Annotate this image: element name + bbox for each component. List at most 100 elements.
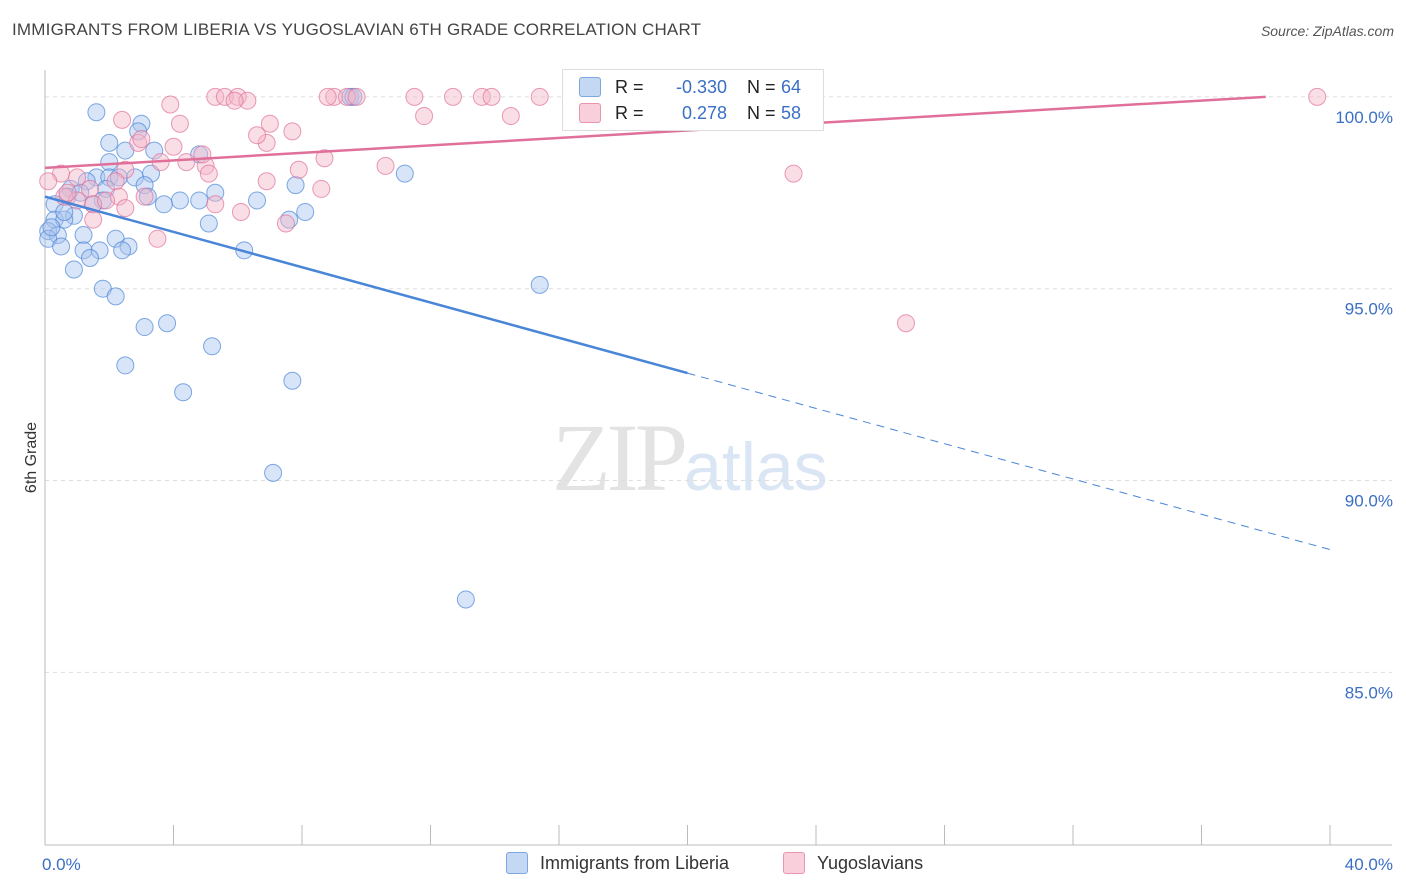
data-point <box>55 202 74 221</box>
data-point <box>100 133 119 152</box>
series-yugoslavians-points <box>39 87 1327 333</box>
x-tick-label: 40.0% <box>1345 855 1393 874</box>
data-point <box>443 87 462 106</box>
data-point <box>248 191 267 210</box>
data-point <box>289 160 308 179</box>
data-point <box>116 356 135 375</box>
watermark: ZIPatlas <box>552 402 828 513</box>
data-point <box>113 241 132 260</box>
y-axis-title: 6th Grade <box>23 422 40 493</box>
data-point <box>52 237 71 256</box>
data-point <box>170 114 189 133</box>
data-point <box>100 153 119 172</box>
data-point <box>164 137 183 156</box>
data-point <box>74 225 93 244</box>
data-point <box>264 463 283 482</box>
data-point <box>325 87 344 106</box>
axis-labels: 100.0% 95.0% 90.0% 85.0% 0.0% 40.0% 6th Grade <box>23 108 1393 874</box>
data-point <box>530 275 549 294</box>
data-point <box>225 91 244 110</box>
legend-item-yugoslavians[interactable]: Yugoslavians <box>783 852 923 874</box>
data-point <box>148 229 167 248</box>
data-point <box>87 103 106 122</box>
data-point <box>896 314 915 333</box>
data-point <box>231 202 250 221</box>
legend-n-value: 58 <box>781 102 802 123</box>
trend-line-dashed <box>687 372 1331 551</box>
data-point <box>206 87 225 106</box>
data-point <box>74 241 93 260</box>
y-tick-label: 85.0% <box>1345 683 1393 702</box>
data-point <box>248 126 267 145</box>
data-point <box>64 206 83 225</box>
data-point <box>257 133 276 152</box>
data-point <box>193 145 212 164</box>
legend-row-liberia: R = -0.330 N = 64 <box>579 75 801 99</box>
data-point <box>1308 87 1327 106</box>
data-point <box>312 179 331 198</box>
data-point <box>80 248 99 267</box>
legend-r-label: R = <box>615 102 644 123</box>
data-point <box>87 168 106 187</box>
data-point <box>482 87 501 106</box>
data-point <box>68 168 87 187</box>
watermark-zip: ZIP <box>552 404 688 511</box>
data-point <box>113 110 132 129</box>
data-point <box>283 122 302 141</box>
legend-swatch-yugoslavians <box>579 103 601 123</box>
trend-line-solid <box>44 195 688 375</box>
legend-item-liberia[interactable]: Immigrants from Liberia <box>506 852 729 874</box>
legend-n-value: 64 <box>781 76 802 97</box>
data-point <box>161 95 180 114</box>
data-point <box>174 383 193 402</box>
data-point <box>276 214 295 233</box>
data-point <box>90 241 109 260</box>
data-point <box>286 176 305 195</box>
data-point <box>135 187 154 206</box>
data-point <box>106 287 125 306</box>
legend-swatch-yugoslavians <box>783 852 805 874</box>
data-point <box>58 183 77 202</box>
data-point <box>257 172 276 191</box>
data-point <box>125 168 144 187</box>
correlation-legend: R = -0.330 N = 64 R = 0.278 N = 58 <box>562 69 824 131</box>
data-point <box>315 149 334 168</box>
data-point <box>206 195 225 214</box>
legend-label-liberia: Immigrants from Liberia <box>540 852 730 873</box>
legend-r-label: R = <box>615 76 644 97</box>
trend-line-solid <box>44 95 1266 170</box>
axes <box>44 70 1392 846</box>
trend-lines <box>44 95 1331 551</box>
x-tick-label: 0.0% <box>42 855 81 874</box>
grid-lines <box>45 96 1392 673</box>
legend-r-value: 0.278 <box>681 102 727 123</box>
data-point <box>501 107 520 126</box>
data-point <box>347 87 366 106</box>
legend-n-label: N = <box>747 76 776 97</box>
data-point <box>145 141 164 160</box>
y-tick-label: 90.0% <box>1345 492 1393 511</box>
watermark-atlas: atlas <box>684 429 828 505</box>
series-liberia-points <box>39 87 549 609</box>
data-point <box>203 337 222 356</box>
series-legend: Immigrants from Liberia Yugoslavians <box>0 852 1406 876</box>
data-point <box>132 130 151 149</box>
data-point <box>170 191 189 210</box>
data-point <box>116 199 135 218</box>
data-point <box>337 87 356 106</box>
data-point <box>177 153 196 172</box>
legend-swatch-liberia <box>506 852 528 874</box>
legend-row-yugoslavians: R = 0.278 N = 58 <box>579 101 801 125</box>
data-point <box>283 371 302 390</box>
data-point <box>238 91 257 110</box>
data-point <box>116 160 135 179</box>
legend-r-value: -0.330 <box>675 76 727 97</box>
data-point <box>84 210 103 229</box>
data-point <box>260 114 279 133</box>
data-point <box>405 87 424 106</box>
legend-swatch-liberia <box>579 77 601 97</box>
data-point <box>106 172 125 191</box>
data-point <box>415 107 434 126</box>
data-point <box>39 172 58 191</box>
data-point <box>784 164 803 183</box>
